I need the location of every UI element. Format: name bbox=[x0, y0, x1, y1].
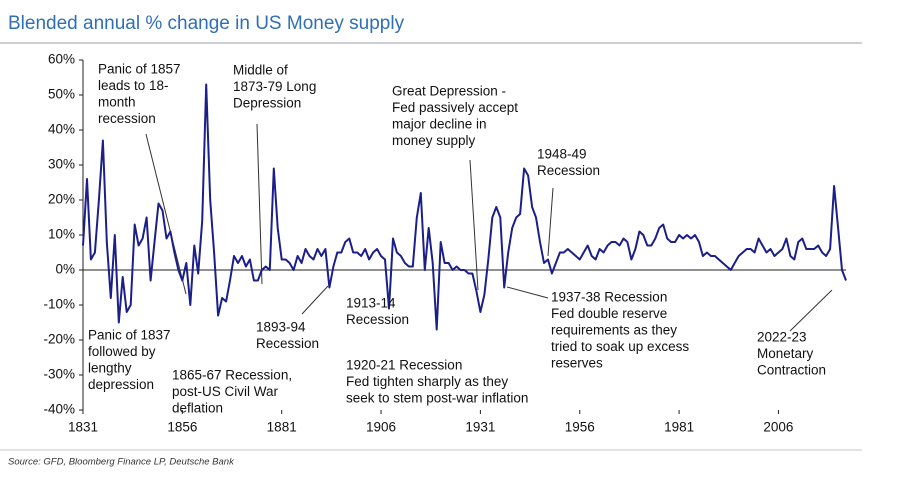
annotation: Contraction bbox=[757, 363, 826, 378]
x-tick-label: 1931 bbox=[465, 420, 495, 435]
annotation: followed by bbox=[88, 344, 156, 359]
annotation: Middle of bbox=[233, 63, 288, 78]
annotation: Recession bbox=[537, 163, 600, 178]
y-tick-label: -10% bbox=[43, 297, 75, 312]
annotation: Fed tighten sharply as they bbox=[346, 374, 508, 389]
annotation: 1913-14 bbox=[346, 296, 396, 311]
chart-title: Blended annual % change in US Money supp… bbox=[8, 13, 405, 34]
x-tick-label: 2006 bbox=[763, 420, 793, 435]
annotation: Recession bbox=[256, 336, 319, 351]
annotation-arrows bbox=[145, 123, 833, 332]
y-tick-label: 50% bbox=[48, 87, 75, 102]
x-tick-label: 1906 bbox=[366, 420, 396, 435]
x-tick-label: 1881 bbox=[267, 420, 297, 435]
annotation: Monetary bbox=[757, 346, 814, 361]
x-tick-label: 1831 bbox=[68, 420, 98, 435]
annotation: recession bbox=[98, 111, 156, 126]
annotation: 1893-94 bbox=[256, 320, 306, 335]
x-tick-label: 1981 bbox=[664, 420, 694, 435]
annotation: Fed passively accept bbox=[392, 100, 518, 115]
annotation: 2022-23 bbox=[757, 330, 807, 345]
annotation: tried to soak up excess bbox=[551, 339, 689, 354]
y-tick-label: 60% bbox=[48, 52, 75, 67]
annotation: reserves bbox=[551, 356, 603, 371]
annotation: 1865-67 Recession, bbox=[172, 368, 292, 383]
annotation: lengthy bbox=[88, 361, 132, 376]
annotation: month bbox=[98, 95, 136, 110]
annotation: 1937-38 Recession bbox=[551, 290, 667, 305]
y-tick-label: -40% bbox=[43, 402, 75, 417]
source: Source: GFD, Bloomberg Finance LP, Deuts… bbox=[8, 457, 235, 468]
y-tick-label: -20% bbox=[43, 332, 75, 347]
y-tick-label: -30% bbox=[43, 367, 75, 382]
annotation: seek to stem post-war inflation bbox=[346, 391, 528, 406]
annotation: leads to 18- bbox=[98, 78, 169, 93]
annotation: Panic of 1837 bbox=[88, 328, 171, 343]
y-tick-label: 10% bbox=[48, 227, 75, 242]
annotation: post-US Civil War bbox=[172, 384, 279, 399]
y-tick-label: 20% bbox=[48, 192, 75, 207]
annotation: depression bbox=[88, 377, 154, 392]
data-line bbox=[82, 83, 847, 331]
annotation: Fed double reserve bbox=[551, 306, 667, 321]
annotation: money supply bbox=[392, 133, 476, 148]
annotation: requirements as they bbox=[551, 323, 677, 338]
annotation: deflation bbox=[172, 401, 223, 416]
annotation: Panic of 1857 bbox=[98, 62, 181, 77]
annotation: 1948-49 bbox=[537, 147, 587, 162]
annotation: Great Depression - bbox=[392, 84, 506, 99]
annotation: major decline in bbox=[392, 117, 487, 132]
y-tick-label: 30% bbox=[48, 157, 75, 172]
annotation: Depression bbox=[233, 96, 301, 111]
x-tick-label: 1956 bbox=[565, 420, 595, 435]
y-tick-label: 40% bbox=[48, 122, 75, 137]
x-tick-label: 1856 bbox=[167, 420, 197, 435]
annotation: 1920-21 Recession bbox=[346, 358, 462, 373]
annotation: 1873-79 Long bbox=[233, 79, 316, 94]
annotation: Recession bbox=[346, 312, 409, 327]
y-tick-label: 0% bbox=[55, 262, 75, 277]
